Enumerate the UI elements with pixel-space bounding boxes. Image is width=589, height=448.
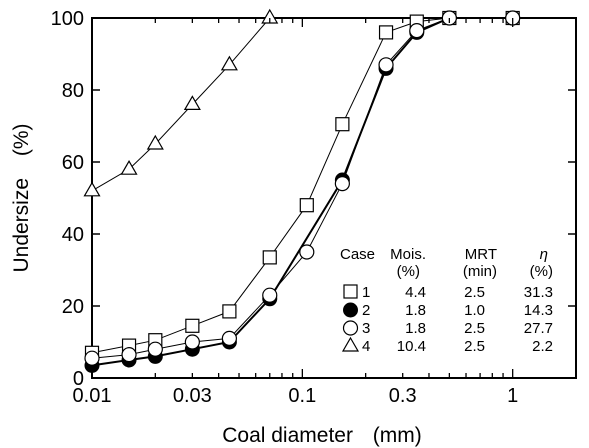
data-point-square xyxy=(222,304,237,319)
data-point-open-circle xyxy=(147,341,163,357)
x-tick-label: 0.03 xyxy=(173,385,212,407)
legend-square-icon xyxy=(343,284,358,299)
x-tick-label: 0.01 xyxy=(73,385,112,407)
data-point-open-circle xyxy=(378,57,394,73)
series-line xyxy=(91,17,513,359)
legend-mois-value: 1.8 xyxy=(405,320,426,337)
data-point-open-circle xyxy=(262,287,278,303)
legend-header-mois: Mois. xyxy=(390,246,426,263)
data-point-square xyxy=(262,250,277,265)
series-line xyxy=(91,17,513,367)
legend-header-eta: η xyxy=(540,246,548,263)
y-tick-label: 80 xyxy=(62,80,84,102)
data-point-open-circle xyxy=(184,334,200,350)
data-point-square xyxy=(378,25,394,40)
data-point-open-circle xyxy=(121,347,137,363)
data-point-triangle xyxy=(146,134,164,150)
data-point-square xyxy=(185,318,200,333)
legend-mrt-value: 2.5 xyxy=(464,338,485,355)
legend-case-label: 4 xyxy=(362,338,370,355)
data-point-open-circle xyxy=(409,23,425,39)
legend-header-mrt: MRT xyxy=(465,246,497,263)
legend-eta-value: 27.7 xyxy=(524,320,553,337)
series-line xyxy=(91,17,271,192)
legend-mrt-value: 1.0 xyxy=(464,302,485,319)
data-point-triangle xyxy=(83,181,101,197)
data-point-open-circle xyxy=(84,350,100,366)
legend-case-label: 3 xyxy=(362,320,370,337)
axis-ticks: 0 20 40 60 80 100 0.01 0.03 0.1 0.3 1 xyxy=(51,8,577,407)
data-point-open-circle xyxy=(299,244,315,260)
legend-open-circle-icon xyxy=(342,320,359,336)
legend-mrt-value: 2.5 xyxy=(464,320,485,337)
legend-header-case: Case xyxy=(340,246,375,263)
x-tick-label: 0.3 xyxy=(389,385,417,407)
data-point-triangle xyxy=(120,159,138,175)
legend-filled-circle-icon xyxy=(343,302,358,318)
y-tick-label: 60 xyxy=(62,152,84,174)
data-point-square xyxy=(335,117,350,132)
y-tick-label: 100 xyxy=(51,8,84,30)
data-point-open-circle xyxy=(334,176,350,192)
legend-eta-value: 31.3 xyxy=(524,284,553,301)
legend-triangle-icon xyxy=(341,336,360,352)
data-point-open-circle xyxy=(221,330,237,346)
legend-table: Case Mois. MRT η (%) (min) (%) 1 4.4 2.5… xyxy=(340,246,553,355)
data-point-triangle xyxy=(220,55,238,71)
plot-frame xyxy=(91,17,577,379)
legend-case-label: 2 xyxy=(362,302,370,319)
legend-mois-value: 4.4 xyxy=(405,284,426,301)
data-point-square xyxy=(299,198,314,213)
x-tick-label: 0.1 xyxy=(288,385,316,407)
y-tick-label: 0 xyxy=(73,368,84,390)
legend-mrt-value: 2.5 xyxy=(464,284,485,301)
legend-unit-mois: (%) xyxy=(397,263,420,280)
x-tick-label: 1 xyxy=(507,385,518,407)
legend-unit-eta: (%) xyxy=(530,263,553,280)
chart-marks xyxy=(83,8,521,373)
x-axis-title: Coal diameter (mm) xyxy=(222,424,422,447)
series-line xyxy=(91,17,513,354)
legend-eta-value: 14.3 xyxy=(524,302,553,319)
legend-mois-value: 1.8 xyxy=(405,302,426,319)
legend-eta-value: 2.2 xyxy=(532,338,553,355)
y-axis-title: Undersize (%) xyxy=(10,123,33,272)
data-point-triangle xyxy=(183,95,201,111)
legend-case-label: 1 xyxy=(362,284,370,301)
y-tick-label: 40 xyxy=(62,224,84,246)
legend-mois-value: 10.4 xyxy=(397,338,426,355)
legend-unit-mrt: (min) xyxy=(463,263,497,280)
y-tick-label: 20 xyxy=(62,296,84,318)
